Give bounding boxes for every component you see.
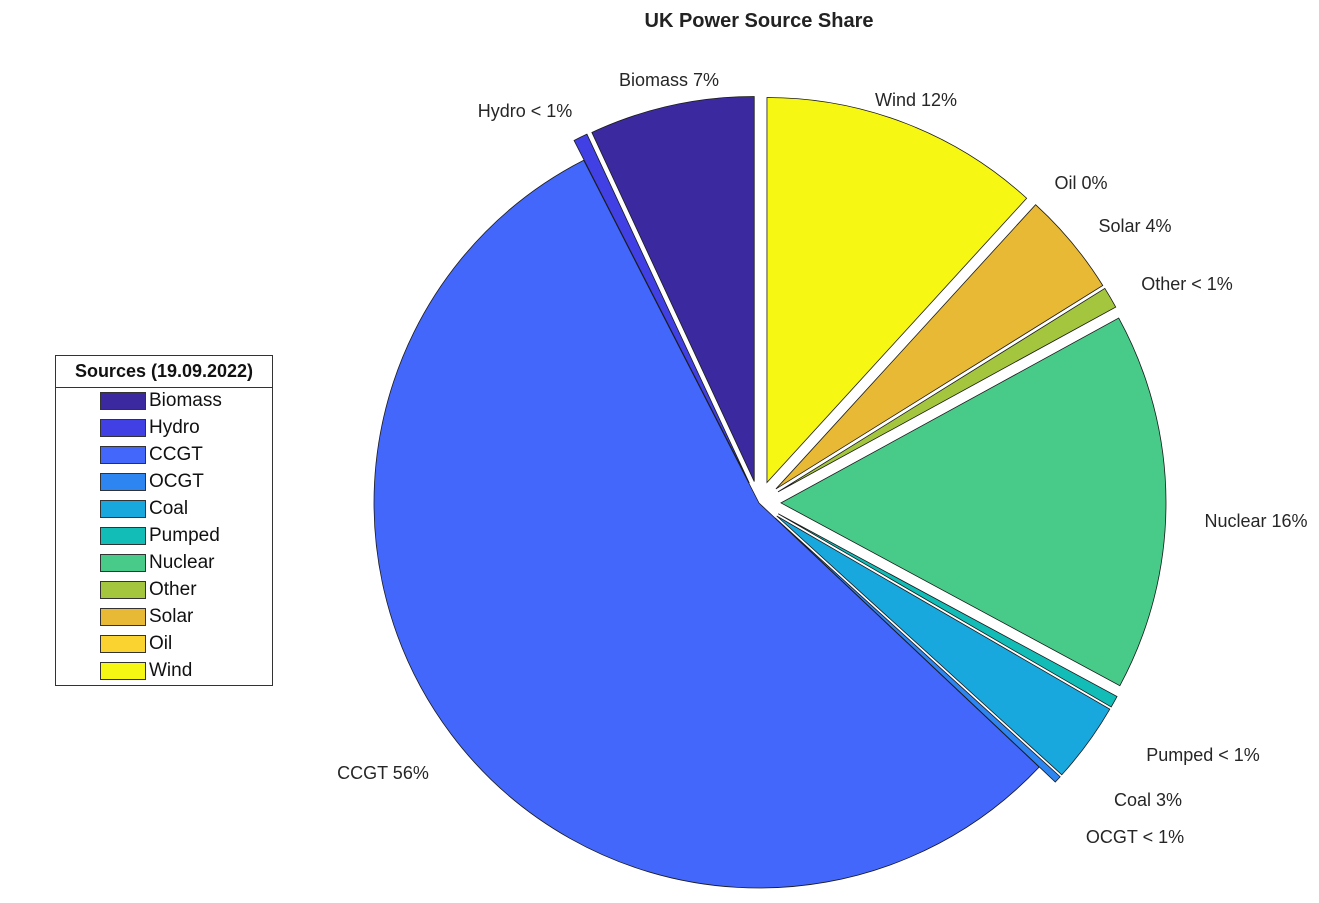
slice-label-other: Other < 1% [1141,274,1233,294]
legend-title: Sources (19.09.2022) [56,356,272,388]
slice-ocgt [774,517,1061,783]
legend-item-oil: Oil [56,631,272,658]
legend-rows: Biomass Hydro CCGT OCGT Coal Pumped Nuclear Oth… [56,388,272,685]
pie-slices [373,96,1167,889]
legend-swatch [100,446,146,464]
legend-swatch [100,392,146,410]
slice-solar [775,204,1104,490]
legend-item-biomass: Biomass [56,388,272,415]
legend-swatch [100,581,146,599]
legend-item-ccgt: CCGT [56,442,272,469]
pie-labels: Biomass 7% Hydro < 1% CCGT 56% OCGT < 1% Coa… [337,70,1307,847]
slice-pumped [777,513,1118,708]
slice-label-solar: Solar 4% [1098,216,1171,236]
legend-item-ocgt: OCGT [56,469,272,496]
slice-biomass [591,96,755,482]
legend: Sources (19.09.2022) Biomass Hydro CCGT OCG… [55,355,273,686]
legend-swatch [100,500,146,518]
legend-label: Nuclear [149,552,215,573]
legend-item-solar: Solar [56,604,272,631]
legend-item-hydro: Hydro [56,415,272,442]
legend-label: Hydro [149,417,200,438]
legend-item-wind: Wind [56,658,272,685]
slice-label-oil: Oil 0% [1054,173,1107,193]
slice-label-wind: Wind 12% [875,90,957,110]
chart-title: UK Power Source Share [645,10,874,32]
legend-label: Other [149,579,197,600]
slice-label-hydro: Hydro < 1% [478,101,573,121]
slice-label-biomass: Biomass 7% [619,70,719,90]
legend-label: Coal [149,498,189,519]
legend-label: Solar [149,606,194,627]
legend-swatch [100,608,146,626]
slice-other [777,287,1117,493]
slice-label-ccgt: CCGT 56% [337,763,429,783]
legend-swatch [100,419,146,437]
legend-item-other: Other [56,577,272,604]
slice-nuclear [780,317,1167,687]
slice-label-nuclear: Nuclear 16% [1204,511,1307,531]
legend-label: Wind [149,660,193,681]
slice-label-ocgt: OCGT < 1% [1086,827,1184,847]
legend-item-nuclear: Nuclear [56,550,272,577]
legend-label: Pumped [149,525,220,546]
slice-coal [776,515,1111,776]
slice-label-pumped: Pumped < 1% [1146,745,1260,765]
legend-swatch [100,662,146,680]
slice-ccgt [373,159,1040,889]
legend-label: Biomass [149,390,222,411]
legend-label: OCGT [149,471,204,492]
legend-label: CCGT [149,444,203,465]
slice-wind [766,97,1028,484]
legend-label: Oil [149,633,173,654]
legend-swatch [100,635,146,653]
slice-hydro [573,133,750,484]
slice-label-coal: Coal 3% [1114,790,1182,810]
legend-item-coal: Coal [56,496,272,523]
legend-swatch [100,473,146,491]
legend-item-pumped: Pumped [56,523,272,550]
legend-swatch [100,527,146,545]
legend-swatch [100,554,146,572]
